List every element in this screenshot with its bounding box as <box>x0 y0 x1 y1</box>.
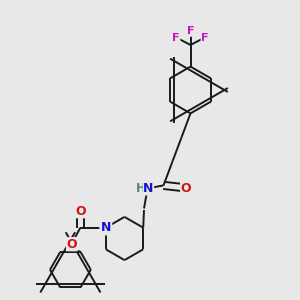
Text: O: O <box>67 238 77 251</box>
Text: F: F <box>172 32 180 43</box>
Text: O: O <box>181 182 191 195</box>
Text: F: F <box>201 32 209 43</box>
Text: H: H <box>136 182 145 195</box>
Text: N: N <box>100 221 111 234</box>
Text: O: O <box>75 205 86 218</box>
Text: N: N <box>143 182 154 195</box>
Text: F: F <box>187 26 194 36</box>
